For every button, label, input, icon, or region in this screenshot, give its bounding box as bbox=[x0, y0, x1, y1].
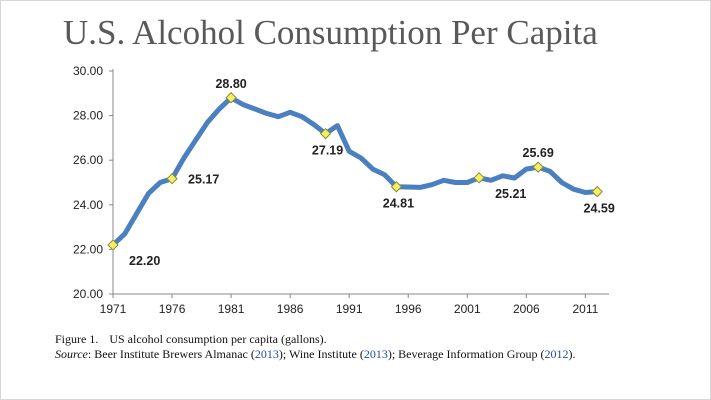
data-point-marker bbox=[390, 181, 403, 193]
x-tick-label: 1986 bbox=[277, 302, 304, 316]
y-tick-label: 28.00 bbox=[73, 109, 103, 123]
line-chart: 20.00 22.00 24.00 26.00 28.00 30.00 1971 1976 19… bbox=[73, 64, 615, 316]
data-point-marker bbox=[319, 127, 332, 140]
chart-data-labels: 22.20 25.17 28.80 27.19 24.81 25.21 25.69 24.59 bbox=[129, 77, 615, 268]
y-tick-label: 20.00 bbox=[73, 287, 103, 301]
figure-text: US alcohol consumption per capita (gallo… bbox=[109, 332, 327, 346]
data-label: 28.80 bbox=[215, 77, 246, 91]
source-3-end: ). bbox=[568, 346, 576, 361]
x-tick-label: 1991 bbox=[336, 302, 363, 316]
figure-number: Figure 1. bbox=[55, 332, 99, 346]
data-label: 27.19 bbox=[312, 144, 343, 158]
x-tick-label: 1976 bbox=[159, 302, 186, 316]
source-label: Source bbox=[55, 346, 88, 361]
x-tick-label: 1971 bbox=[100, 302, 127, 316]
chart-markers bbox=[107, 92, 603, 251]
data-label: 25.69 bbox=[523, 146, 554, 160]
data-label: 25.21 bbox=[495, 187, 526, 201]
source-3-year-link[interactable]: 2012 bbox=[544, 346, 569, 361]
data-label: 24.59 bbox=[584, 202, 615, 216]
data-point-marker bbox=[107, 239, 119, 251]
data-label: 24.81 bbox=[383, 197, 414, 211]
data-point-marker bbox=[532, 161, 544, 173]
chart-series bbox=[110, 95, 600, 248]
y-tick-label: 22.00 bbox=[73, 242, 103, 256]
data-point-marker bbox=[591, 185, 603, 198]
source-3-name: Beverage Information Group ( bbox=[398, 346, 545, 361]
y-tick-label: 26.00 bbox=[73, 153, 103, 167]
data-label: 22.20 bbox=[129, 254, 160, 268]
source-2-end: ); bbox=[387, 346, 399, 361]
source-1-year-link[interactable]: 2013 bbox=[254, 346, 279, 361]
y-tick-label: 24.00 bbox=[73, 198, 103, 212]
x-tick-label: 2006 bbox=[513, 302, 540, 316]
source-1-name: Beer Institute Brewers Almanac ( bbox=[94, 346, 255, 361]
data-point-marker bbox=[166, 173, 178, 185]
series-line bbox=[110, 95, 600, 248]
page-title: U.S. Alcohol Consumption Per Capita bbox=[63, 13, 598, 52]
source-2-name: Wine Institute ( bbox=[288, 346, 364, 361]
data-point-marker bbox=[473, 172, 485, 184]
y-tick-label: 30.00 bbox=[73, 64, 103, 78]
x-tick-label: 1981 bbox=[218, 302, 245, 316]
chart-axes: 20.00 22.00 24.00 26.00 28.00 30.00 1971 1976 19… bbox=[73, 64, 609, 316]
source-2-year-link[interactable]: 2013 bbox=[363, 346, 388, 361]
x-tick-label: 1996 bbox=[395, 302, 422, 316]
x-tick-label: 2001 bbox=[454, 302, 481, 316]
source-1-end: ); bbox=[278, 346, 289, 361]
x-tick-label: 2011 bbox=[572, 302, 598, 316]
figure-caption: Figure 1. US alcohol consumption per cap… bbox=[55, 332, 667, 361]
data-label: 25.17 bbox=[188, 173, 219, 187]
source-separator: : bbox=[87, 346, 95, 361]
data-point-marker bbox=[225, 92, 237, 104]
